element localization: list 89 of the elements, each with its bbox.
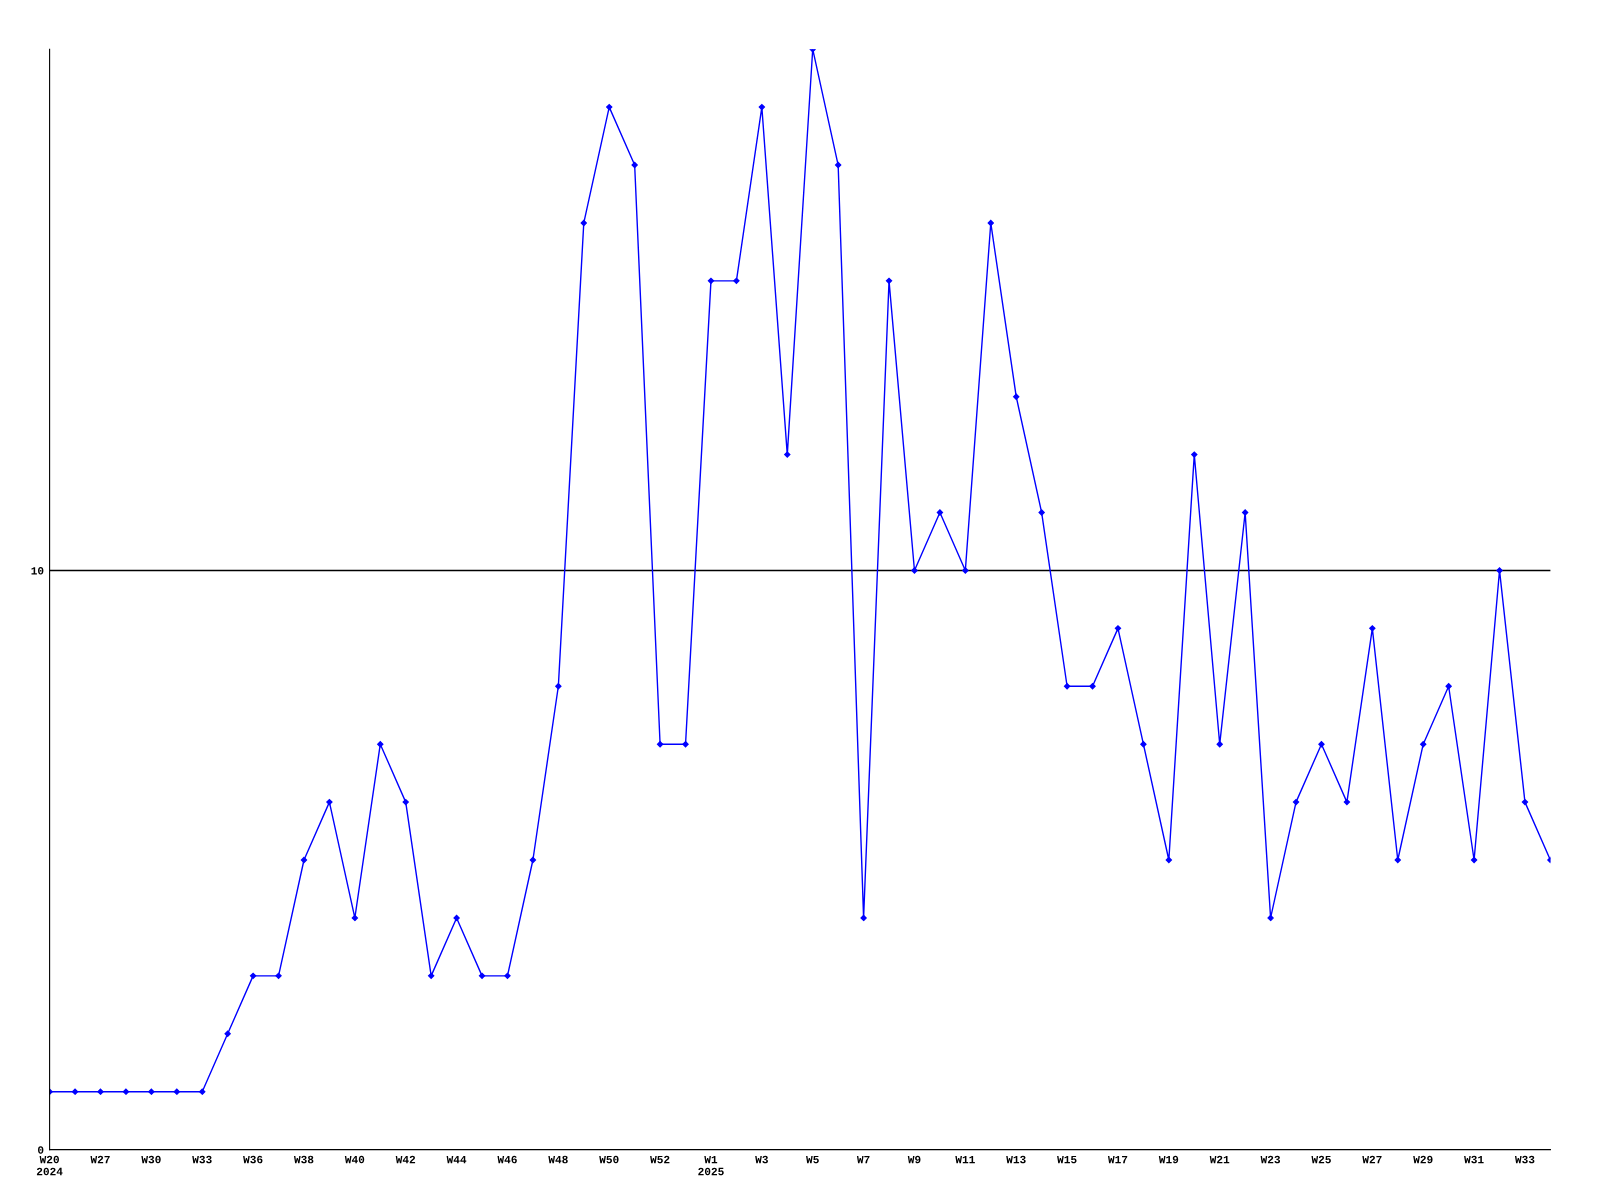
x-tick-label: W25 [1311, 1155, 1331, 1164]
point [148, 1088, 155, 1095]
x-tick-label: W31 [1464, 1155, 1484, 1164]
point [97, 1088, 104, 1095]
point [453, 914, 460, 922]
x-tick-label: W17 [1107, 1155, 1128, 1164]
point [122, 1088, 130, 1095]
x-tick-label: W27 [1362, 1155, 1382, 1164]
point [682, 741, 689, 748]
x-tick-label: W46 [497, 1155, 517, 1164]
point [224, 1030, 231, 1037]
point [1343, 798, 1351, 806]
x-tick-label: W21 [1209, 1155, 1230, 1164]
x-tick-label: W27 [90, 1155, 110, 1164]
point [733, 277, 740, 285]
x-tick-label: W30 [141, 1155, 161, 1164]
point [1267, 914, 1274, 922]
x-tick-label: W15 [1057, 1155, 1077, 1164]
point [1470, 856, 1478, 864]
x-tick-label: W29 [1413, 1155, 1433, 1164]
x-tick-label: W11 [955, 1155, 975, 1164]
x-tick-label: W48 [548, 1155, 568, 1164]
point [987, 219, 994, 227]
x-tick-label: W42 [395, 1155, 416, 1164]
x-tick-label: W23 [1260, 1155, 1281, 1164]
x-tick-label: W38 [293, 1155, 314, 1164]
x-tick-label: W50 [599, 1155, 619, 1164]
point [1242, 509, 1249, 516]
point [1063, 683, 1071, 690]
point [1216, 741, 1223, 748]
point [606, 103, 613, 111]
point [1496, 567, 1503, 574]
point [275, 972, 282, 980]
point [835, 161, 842, 169]
point [1521, 798, 1529, 806]
x-tick-label: W7 [856, 1155, 870, 1164]
point [1038, 509, 1045, 516]
point [1191, 451, 1198, 458]
point [478, 972, 486, 980]
point [1394, 856, 1401, 864]
point [631, 161, 638, 169]
x-tick-label: W5 [806, 1155, 819, 1164]
point [707, 277, 715, 285]
point [784, 451, 791, 458]
x-tick-label: W33 [192, 1155, 212, 1164]
point [936, 509, 944, 516]
point [758, 103, 765, 111]
point [1369, 625, 1376, 632]
point [1292, 798, 1300, 806]
point [1420, 741, 1427, 748]
point [71, 1088, 79, 1095]
point [326, 798, 333, 806]
point [860, 914, 867, 922]
point [580, 219, 587, 227]
point [173, 1088, 180, 1095]
point [1140, 741, 1147, 748]
point [529, 856, 537, 864]
x-tick-label: W3 [755, 1155, 768, 1164]
point [402, 798, 409, 806]
x-tick-label: W44 [446, 1155, 467, 1164]
x-tick-label: W13 [1006, 1155, 1026, 1164]
point [504, 972, 511, 980]
x-tick-label: W33 [1514, 1155, 1535, 1164]
point [377, 741, 384, 748]
point [555, 683, 562, 690]
x-tick-label: W9 [907, 1155, 921, 1164]
y-tick-label: 10 [31, 567, 44, 575]
point [351, 914, 358, 922]
x-tick-label: W1 2025 [698, 1155, 724, 1176]
y-tick-label: 0 [38, 1146, 44, 1154]
point [1445, 683, 1452, 690]
x-tick-label: W36 [243, 1155, 263, 1164]
x-tick-label: W40 [344, 1155, 365, 1164]
point [656, 741, 664, 748]
point [885, 277, 893, 285]
point [962, 567, 969, 574]
point [1318, 741, 1325, 748]
point [1013, 393, 1020, 400]
point [300, 856, 308, 864]
point [1165, 856, 1172, 864]
point [428, 972, 435, 980]
point [1114, 625, 1122, 632]
point [249, 972, 257, 980]
x-tick-label: W52 [650, 1155, 670, 1164]
point [1089, 683, 1096, 690]
x-tick-label: W20 2024 [36, 1155, 63, 1176]
x-tick-label: W19 [1158, 1155, 1179, 1164]
point [911, 567, 918, 574]
point [199, 1088, 206, 1095]
